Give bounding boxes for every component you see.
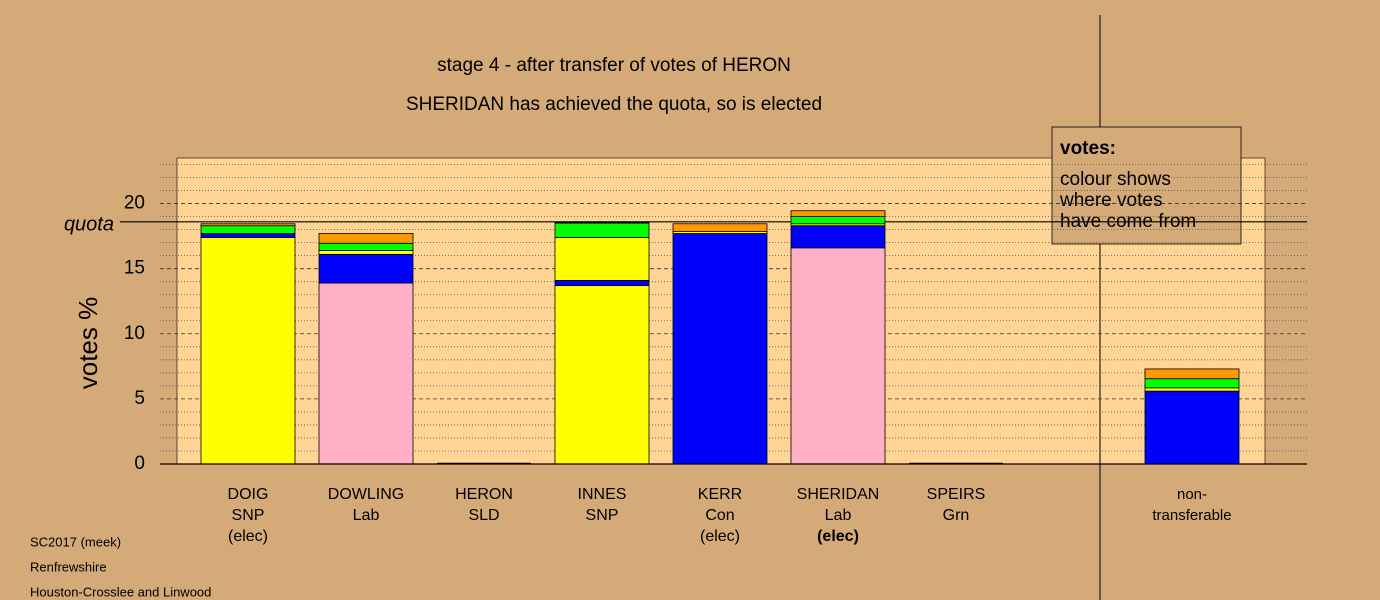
bar-segment xyxy=(200,233,296,238)
footer-text: SC2017 (meek) xyxy=(30,534,121,549)
bar-segment xyxy=(554,285,650,465)
bar-segment xyxy=(318,242,414,251)
bar-segment xyxy=(554,222,650,224)
bar-segment xyxy=(1144,378,1240,389)
x-tick-label: Con xyxy=(705,507,734,524)
bar-segment xyxy=(1144,390,1240,465)
y-tick-label: 0 xyxy=(134,453,145,474)
x-tick-label: INNES xyxy=(578,486,627,503)
x-tick-label: Grn xyxy=(943,507,970,524)
bar-segment xyxy=(554,237,650,281)
bar-segment xyxy=(200,225,296,234)
x-tick-label: SNP xyxy=(586,507,619,524)
y-tick-label: 5 xyxy=(134,388,145,409)
bar-segment xyxy=(790,210,886,217)
legend-box xyxy=(1051,126,1242,245)
quota-label: quota xyxy=(64,213,114,235)
bar-segment xyxy=(790,247,886,465)
bar-segment xyxy=(790,216,886,225)
bar-segment xyxy=(318,282,414,465)
x-tick-label: KERR xyxy=(698,486,742,503)
x-tick-label: DOWLING xyxy=(328,486,404,503)
x-tick-label: SLD xyxy=(468,507,499,524)
x-tick-label: SHERIDAN xyxy=(797,486,880,503)
legend-title: votes: xyxy=(1060,138,1116,159)
footer-text: Renfrewshire xyxy=(30,559,107,574)
x-tick-label: (elec) xyxy=(228,528,268,545)
chart-title: stage 4 - after transfer of votes of HER… xyxy=(437,55,791,76)
x-tick-label: (elec) xyxy=(817,528,859,545)
x-tick-label: (elec) xyxy=(700,528,740,545)
x-tick-label: SPEIRS xyxy=(927,486,986,503)
chart-subtitle: SHERIDAN has achieved the quota, so is e… xyxy=(406,94,822,115)
legend-text: where votes xyxy=(1059,190,1162,211)
bar-segment xyxy=(318,233,414,244)
bar-segment xyxy=(318,250,414,255)
x-tick-label: HERON xyxy=(455,486,513,503)
bar-segment xyxy=(200,237,296,465)
x-tick-label: Lab xyxy=(353,507,380,524)
y-tick-label: 15 xyxy=(124,258,145,279)
bar-segment xyxy=(790,225,886,249)
bar-segment xyxy=(200,223,296,227)
bar-segment xyxy=(318,253,414,284)
bar-segment xyxy=(672,233,768,465)
y-tick-label: 10 xyxy=(124,323,145,344)
bar-segment xyxy=(554,279,650,287)
x-tick-label: non- xyxy=(1177,486,1207,503)
x-tick-label: Lab xyxy=(825,507,852,524)
bar-segment xyxy=(1144,368,1240,380)
legend-text: colour shows xyxy=(1060,169,1171,190)
x-tick-label: SNP xyxy=(232,507,265,524)
y-tick-label: 20 xyxy=(124,193,145,214)
x-tick-label: DOIG xyxy=(228,486,269,503)
bar-segment xyxy=(672,223,768,232)
footer-text: Houston-Crosslee and Linwood xyxy=(30,584,211,599)
x-tick-label: transferable xyxy=(1152,507,1231,524)
bar-segment xyxy=(554,222,650,238)
y-axis-label: votes % xyxy=(73,297,103,390)
bar-segment xyxy=(1144,387,1240,392)
